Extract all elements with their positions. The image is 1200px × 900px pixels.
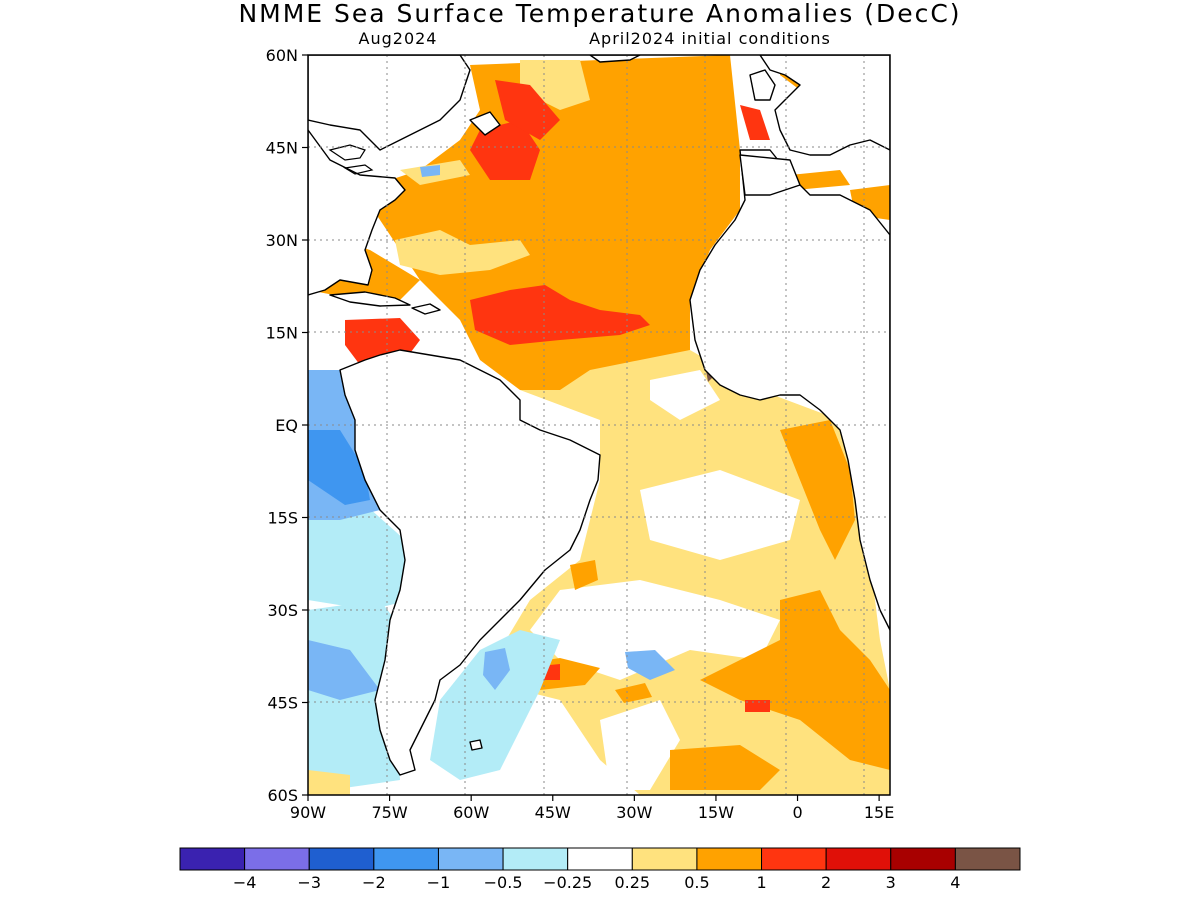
hispaniola-island — [411, 303, 441, 315]
north-america-land — [308, 55, 471, 296]
lon-tick-label: 15E — [864, 803, 894, 822]
colorbar-swatch — [437, 847, 504, 871]
colorbar-swatch — [761, 847, 827, 871]
colorbar-swatch — [696, 847, 763, 871]
lat-tick-label: EQ — [275, 416, 298, 435]
anomaly-region-neutral — [650, 370, 720, 420]
colorbar-label: −2 — [362, 873, 386, 892]
land-masses — [308, 55, 890, 776]
anomaly-region-cool2 — [625, 650, 675, 680]
colorbar-swatch — [631, 847, 698, 871]
africa-land — [689, 149, 890, 631]
lat-tick-label: 45S — [267, 694, 298, 713]
great-lakes-outline — [328, 144, 374, 175]
colorbar-label: 1 — [756, 873, 766, 892]
colorbar-swatch — [244, 847, 310, 871]
anomaly-region-cool2 — [420, 165, 440, 177]
colorbar-swatch — [825, 847, 892, 871]
lon-tick-label: 90W — [290, 803, 326, 822]
lat-tick-label: 30N — [266, 231, 298, 250]
lon-tick-label: 15W — [698, 803, 734, 822]
anomaly-region-cool1 — [430, 630, 560, 780]
lon-tick-label: 60W — [453, 803, 489, 822]
anomaly-region-warm2 — [308, 55, 740, 390]
anomaly-region-warm2 — [570, 560, 598, 590]
lon-tick-label: 0 — [792, 803, 802, 822]
lat-tick-label: 30S — [267, 601, 298, 620]
colorbar-label: 4 — [950, 873, 960, 892]
colorbar-label: 3 — [886, 873, 896, 892]
british-isles-land — [749, 69, 776, 101]
colorbar-swatch — [954, 847, 1021, 871]
europe-land — [759, 55, 890, 156]
colorbar-label: −1 — [427, 873, 451, 892]
longitude-axis: 90W 75W 60W 45W 30W 15W 0 15E — [290, 795, 894, 822]
colorbar-swatch — [308, 847, 375, 871]
lon-tick-label: 75W — [371, 803, 407, 822]
colorbar-label: −4 — [233, 873, 257, 892]
lon-tick-label: 30W — [616, 803, 652, 822]
colorbar-swatch — [567, 847, 633, 871]
anomaly-region-cool2 — [483, 648, 510, 690]
cuba-island — [329, 291, 411, 307]
colorbar-swatch — [890, 847, 956, 871]
anomaly-region-cool2 — [308, 640, 380, 700]
latitude-axis: 60N 45N 30N 15N EQ 15S 30S 45S 60S — [266, 46, 308, 805]
lat-tick-label: 15S — [267, 509, 298, 528]
lat-tick-label: 15N — [266, 324, 298, 343]
lat-tick-label: 45N — [266, 139, 298, 158]
colorbar: −4 −3 −2 −1 −0.5 −0.25 0.25 0.5 1 2 3 4 — [179, 847, 1021, 892]
anomaly-region-warm3 — [740, 105, 770, 140]
lat-tick-label: 60S — [267, 786, 298, 805]
anomaly-region-warm1 — [308, 770, 350, 795]
iberia-land — [739, 154, 801, 196]
colorbar-label: 0.25 — [614, 873, 650, 892]
anomaly-region-warm2 — [790, 170, 850, 190]
great-lakes — [328, 144, 374, 175]
newfoundland-island — [469, 111, 501, 136]
graticule — [308, 55, 890, 795]
anomaly-region-warm2 — [670, 745, 780, 790]
colorbar-label: −0.25 — [543, 873, 592, 892]
initial-conditions-label: April2024 initial conditions — [589, 29, 831, 48]
anomaly-region-warm2 — [615, 683, 652, 703]
colorbar-label: 2 — [821, 873, 831, 892]
colorbar-swatch — [373, 847, 439, 871]
anomaly-region-warm3 — [470, 285, 650, 345]
anomaly-shading — [308, 55, 890, 795]
map-panel — [308, 55, 890, 795]
south-america-land — [339, 349, 601, 776]
anomaly-region-warm2 — [780, 420, 855, 560]
colorbar-label: 0.5 — [684, 873, 709, 892]
anomaly-region-cool3 — [308, 430, 370, 505]
anomaly-region-warm2 — [700, 590, 890, 770]
falkland-islands — [469, 739, 483, 751]
anomaly-region-cool1 — [308, 500, 410, 610]
anomaly-region-warm3 — [470, 120, 540, 180]
anomaly-region-neutral — [600, 700, 680, 790]
anomaly-region-warm3 — [495, 80, 560, 140]
lon-tick-label: 45W — [535, 803, 571, 822]
map-title: NMME Sea Surface Temperature Anomalies (… — [238, 0, 961, 28]
colorbar-label: −0.5 — [484, 873, 523, 892]
target-month-label: Aug2024 — [359, 29, 438, 48]
anomaly-region-warm3 — [745, 700, 770, 712]
colorbar-swatch — [179, 847, 246, 871]
lat-tick-label: 60N — [266, 46, 298, 65]
anomaly-region-neutral — [640, 470, 800, 560]
anomaly-region-neutral — [530, 580, 780, 680]
colorbar-label: −3 — [297, 873, 321, 892]
colorbar-swatch — [502, 847, 569, 871]
anomaly-region-warm1 — [395, 230, 530, 275]
